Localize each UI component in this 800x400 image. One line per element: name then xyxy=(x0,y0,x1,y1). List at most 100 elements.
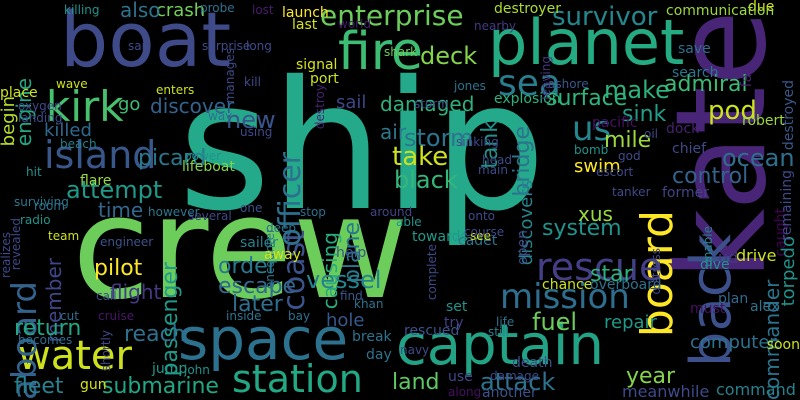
word-long: long xyxy=(246,39,272,53)
word-time: time xyxy=(98,198,144,222)
word-pacific: pacific xyxy=(592,115,638,131)
word-meanwhile: meanwhile xyxy=(622,382,710,400)
word-leaving: leaving xyxy=(539,56,553,100)
word-navy: navy xyxy=(400,343,430,357)
word-destroyed: destroyed xyxy=(781,80,797,151)
word-gun: gun xyxy=(80,377,107,393)
word-ud: ud xyxy=(718,248,739,267)
word-surface: surface xyxy=(546,86,628,111)
word-sinking: sinking xyxy=(456,135,499,149)
word-us: us xyxy=(572,109,612,149)
word-using: using xyxy=(240,125,273,139)
word-able: able xyxy=(396,215,422,229)
word-planet: planet xyxy=(488,6,685,79)
word-picard: picard xyxy=(138,146,207,171)
word-oxygen: oxygen xyxy=(18,99,62,113)
word-rescued: rescued xyxy=(404,323,460,339)
word-damaged: damaged xyxy=(380,92,475,116)
word-wave: wave xyxy=(56,77,88,91)
word-captain: captain xyxy=(396,313,604,378)
word-fleet: fleet xyxy=(14,374,64,399)
word-sink: sink xyxy=(622,102,667,127)
word-sail: sail xyxy=(336,92,367,113)
word-head: head xyxy=(482,153,512,167)
word-mile: mile xyxy=(604,128,652,153)
word-stop: stop xyxy=(300,205,326,219)
word-way: way xyxy=(208,109,233,123)
word-destroy: destroy xyxy=(313,84,327,130)
word-take: take xyxy=(392,142,449,172)
word-another: another xyxy=(482,385,537,400)
word-jump: jump xyxy=(152,361,188,377)
word-must: must xyxy=(690,301,726,317)
word-save: save xyxy=(678,41,711,57)
word-manages: manages xyxy=(223,48,237,104)
word-enters: enters xyxy=(156,83,195,97)
word-set: set xyxy=(446,299,468,315)
word-kill: kill xyxy=(244,75,261,89)
word-go: go xyxy=(118,94,141,115)
word-khan: khan xyxy=(354,297,384,311)
word-begin: begin xyxy=(0,96,19,147)
word-system: system xyxy=(542,216,622,241)
word-see: see xyxy=(470,229,492,243)
word-control: control xyxy=(672,164,749,189)
word-pod: pod xyxy=(708,96,757,126)
word-also: also xyxy=(120,0,161,22)
word-remaining: remaining xyxy=(779,170,795,241)
word-main: main xyxy=(478,163,508,177)
word-year: year xyxy=(626,364,676,389)
word-sailor: sailor xyxy=(240,235,278,251)
word-repair: repair xyxy=(604,312,657,333)
word-cadet: cadet xyxy=(458,233,498,249)
word-fall: fall xyxy=(739,66,755,88)
word-robert: robert xyxy=(742,113,785,129)
word-discover: discover xyxy=(150,94,235,118)
word-communication: communication xyxy=(666,3,775,19)
word-towards: towards xyxy=(412,229,468,245)
word-admiral: admiral xyxy=(664,72,748,97)
word-destroyer: destroyer xyxy=(494,1,561,17)
word-oil: oil xyxy=(644,127,659,141)
word-attack: attack xyxy=(480,368,556,396)
word-try: try xyxy=(444,315,464,331)
word-drive: drive xyxy=(736,246,777,265)
word-onto: onto xyxy=(468,209,495,223)
word-several: several xyxy=(188,209,232,223)
word-rescue: rescue xyxy=(536,245,663,289)
word-landing: landing xyxy=(18,111,63,125)
word-enterprise: enterprise xyxy=(320,0,464,32)
word-inside: inside xyxy=(226,309,262,323)
word-make: make xyxy=(604,76,670,104)
word-storm-small: storm xyxy=(414,97,449,111)
word-crash: crash xyxy=(156,0,206,21)
word-station: station xyxy=(232,357,363,400)
word-new: new xyxy=(226,106,276,134)
word-last: last xyxy=(292,17,318,33)
word-away: away xyxy=(264,247,301,263)
word-xus: xus xyxy=(578,202,613,226)
word-vessel: vessel xyxy=(306,266,382,294)
word-fire: fire xyxy=(338,22,423,82)
word-hit: hit xyxy=(26,165,42,179)
word-water: water xyxy=(18,333,132,379)
word-chance: chance xyxy=(542,277,593,293)
word-port: port xyxy=(310,71,339,87)
word-bomb: bomb xyxy=(574,143,609,157)
word-engineer: engineer xyxy=(100,235,154,249)
word-command: command xyxy=(716,380,796,399)
word-former: former xyxy=(662,185,710,201)
word-becomes: becomes xyxy=(18,333,73,347)
word-place: place xyxy=(0,85,38,101)
word-death: death xyxy=(512,355,553,371)
word-dive: dive xyxy=(700,257,730,273)
word-signal: signal xyxy=(296,57,338,73)
word-launch: launch xyxy=(282,5,329,21)
word-break: break xyxy=(352,329,392,345)
word-air: air xyxy=(380,120,407,144)
word-radio: radio xyxy=(20,213,51,227)
word-killed: killed xyxy=(44,120,92,141)
word-one: one xyxy=(240,201,263,215)
word-help: help xyxy=(336,245,367,261)
word-pilot: pilot xyxy=(94,256,143,281)
